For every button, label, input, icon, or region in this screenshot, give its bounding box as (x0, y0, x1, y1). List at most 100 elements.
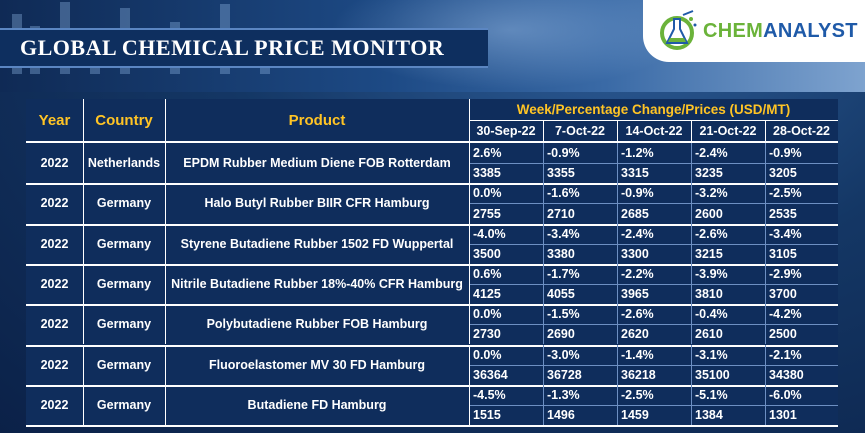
price-cell: 3315 (621, 166, 649, 181)
week-header: 30-Sep-22 (476, 123, 536, 138)
price-cell: 2685 (621, 206, 649, 221)
row-country: Germany (96, 317, 152, 332)
row-year: 2022 (40, 357, 69, 372)
price-cell: 36364 (473, 367, 508, 382)
percent-change-cell: -3.0% (547, 347, 580, 362)
price-cell: 4125 (473, 287, 501, 302)
percent-change-cell: 0.6% (473, 266, 502, 281)
column-divider (469, 143, 470, 184)
week-column-divider (617, 263, 618, 305)
row-divider (26, 223, 838, 226)
row-inner-divider (469, 203, 838, 205)
price-table: Year Country Product Week/Percentage Cha… (26, 99, 838, 428)
week-column-divider (691, 183, 692, 224)
price-cell: 3105 (769, 246, 797, 261)
column-divider (165, 263, 166, 305)
price-cell: 36728 (547, 367, 582, 382)
row-year: 2022 (40, 277, 69, 292)
header-vertical-divider (765, 120, 766, 141)
week-column-divider (691, 304, 692, 345)
percent-change-cell: -1.2% (621, 146, 654, 161)
price-cell: 3235 (695, 166, 723, 181)
column-divider (165, 344, 166, 385)
price-cell: 1515 (473, 408, 501, 422)
week-header: 7-Oct-22 (554, 123, 606, 138)
percent-change-cell: -3.2% (695, 186, 728, 201)
week-column-divider (765, 143, 766, 184)
price-cell: 3215 (695, 246, 723, 261)
price-cell: 2600 (695, 206, 723, 221)
header-bottom-border (26, 141, 838, 143)
row-inner-divider (469, 364, 838, 366)
row-divider (26, 425, 838, 428)
percent-change-cell: 0.0% (473, 307, 502, 322)
percent-change-cell: -1.4% (621, 347, 654, 362)
header-divider (469, 120, 838, 121)
percent-change-cell: -1.5% (547, 307, 580, 322)
logo-text: CHEMANALYST (703, 20, 858, 43)
week-column-divider (765, 304, 766, 345)
column-divider (469, 304, 470, 345)
price-cell: 3810 (695, 287, 723, 302)
percent-change-cell: -3.9% (695, 266, 728, 281)
price-cell: 3500 (473, 246, 501, 261)
row-product: Polybutadiene Rubber FOB Hamburg (206, 317, 428, 332)
column-divider (165, 304, 166, 345)
week-column-divider (543, 263, 544, 305)
row-year: 2022 (40, 236, 69, 251)
column-divider (469, 344, 470, 385)
price-cell: 2710 (547, 206, 575, 221)
week-column-divider (691, 263, 692, 305)
column-header-week-group: Week/Percentage Change/Prices (USD/MT) (516, 102, 791, 117)
column-divider (83, 263, 84, 305)
row-product: Styrene Butadiene Rubber 1502 FD Wuppert… (180, 236, 454, 251)
header-vertical-divider (617, 120, 618, 141)
column-divider (165, 183, 166, 224)
column-divider (469, 223, 470, 264)
row-inner-divider (469, 163, 838, 165)
percent-change-cell: -0.4% (695, 307, 728, 322)
header-vertical-divider (691, 120, 692, 141)
row-inner-divider (469, 284, 838, 286)
week-column-divider (543, 304, 544, 345)
price-cell: 3205 (769, 166, 797, 181)
price-cell: 35100 (695, 367, 730, 382)
week-header: 28-Oct-22 (773, 123, 830, 138)
price-cell: 3385 (473, 166, 501, 181)
row-divider (26, 304, 838, 307)
week-column-divider (617, 344, 618, 385)
week-column-divider (765, 223, 766, 264)
column-divider (83, 143, 84, 184)
row-product: Butadiene FD Hamburg (247, 397, 387, 412)
week-column-divider (617, 384, 618, 426)
row-inner-divider (469, 243, 838, 245)
column-divider (165, 143, 166, 184)
week-column-divider (543, 344, 544, 385)
column-divider (83, 183, 84, 224)
header-vertical-divider (543, 120, 544, 141)
week-column-divider (691, 344, 692, 385)
week-header: 21-Oct-22 (699, 123, 757, 138)
column-divider (83, 344, 84, 385)
percent-change-cell: -3.4% (769, 226, 802, 241)
column-header-year: Year (38, 111, 71, 129)
week-column-divider (765, 384, 766, 426)
column-header-country: Country (95, 111, 153, 129)
header-vertical-divider (83, 99, 84, 141)
row-country: Germany (96, 236, 152, 251)
week-column-divider (543, 384, 544, 426)
title-box: GLOBAL CHEMICAL PRICE MONITOR (0, 28, 488, 68)
percent-change-cell: -2.6% (695, 226, 728, 241)
row-country: Germany (96, 397, 152, 412)
price-cell: 3965 (621, 287, 649, 302)
price-cell: 1459 (621, 408, 649, 422)
price-cell: 1384 (695, 408, 723, 422)
header-vertical-divider (165, 99, 166, 141)
percent-change-cell: -3.4% (547, 226, 580, 241)
row-divider (26, 384, 838, 387)
percent-change-cell: 2.6% (473, 146, 502, 161)
price-cell: 3300 (621, 246, 649, 261)
percent-change-cell: -1.6% (547, 186, 580, 201)
week-column-divider (691, 143, 692, 184)
percent-change-cell: -2.5% (769, 186, 802, 201)
